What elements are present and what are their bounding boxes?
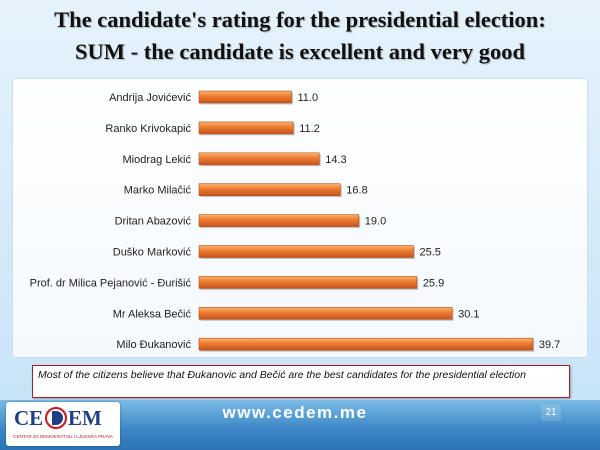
bar-andrija-jovicevic — [198, 90, 292, 104]
bar-dusko-markovic — [198, 245, 414, 258]
category-label-mr-aleksa-becic: Mr Aleksa Bečić — [113, 308, 192, 320]
category-label-andrija-jovicevic: Andrija Jovićević — [109, 92, 191, 104]
logo-text-right: EM — [68, 406, 102, 430]
bar-miodrag-lekic — [198, 152, 320, 166]
data-label-ranko-krivokapic: 11.2 — [299, 123, 320, 135]
bar-prof-dr-milica-pejanovic-durisic — [198, 276, 418, 289]
bar-mr-aleksa-becic — [198, 307, 453, 320]
data-label-dusko-markovic: 25.5 — [419, 247, 440, 259]
page-number: 21 — [541, 405, 561, 421]
data-label-prof-dr-milica-pejanovic-durisic: 25.9 — [423, 277, 444, 289]
data-label-milo-dukanovic: 39.7 — [539, 339, 560, 351]
conclusion-note: Most of the citizens believe that Đukano… — [32, 365, 570, 398]
category-label-ranko-krivokapic: Ranko Krivokapić — [105, 123, 191, 135]
category-label-prof-dr-milica-pejanovic-durisic: Prof. dr Milica Pejanović - Đurišić — [30, 277, 192, 289]
footer-band: CE EM CENTAR ZA DEMOKRATIJU I LJUDSKA PR… — [0, 400, 600, 450]
logo-tagline: CENTAR ZA DEMOKRATIJU I LJUDSKA PRAVA — [13, 434, 113, 439]
slide-title-line-2: SUM - the candidate is excellent and ver… — [75, 39, 525, 64]
category-label-marko-milacic: Marko Milačić — [124, 185, 192, 197]
logo-text-left: CE — [14, 406, 44, 430]
category-label-dritan-abazovic: Dritan Abazović — [115, 216, 192, 228]
data-label-mr-aleksa-becic: 30.1 — [458, 308, 479, 320]
data-label-miodrag-lekic: 14.3 — [325, 154, 346, 166]
bar-chart: Andrija Jovićević 11.0 Ranko Krivokapić 11.… — [30, 90, 560, 352]
slide-title-line-1: The candidate's rating for the president… — [54, 7, 546, 32]
data-label-marko-milacic: 16.8 — [346, 185, 367, 197]
data-label-dritan-abazovic: 19.0 — [365, 216, 386, 228]
logo-emblem-icon — [44, 406, 68, 430]
category-label-miodrag-lekic: Miodrag Lekić — [123, 154, 192, 166]
bar-milo-dukanovic — [198, 337, 534, 351]
website-link[interactable]: www.cedem.me — [222, 403, 368, 422]
bar-marko-milacic — [198, 183, 341, 196]
bar-dritan-abazovic — [198, 214, 360, 227]
slide-title: The candidate's rating for the president… — [0, 4, 600, 68]
cedem-logo: CE EM CENTAR ZA DEMOKRATIJU I LJUDSKA PR… — [6, 402, 120, 446]
category-label-milo-dukanovic: Milo Đukanović — [116, 339, 191, 351]
chart-panel: Andrija Jovićević 11.0 Ranko Krivokapić 11.… — [12, 78, 588, 358]
bar-ranko-krivokapic — [198, 121, 294, 135]
data-label-andrija-jovicevic: 11.0 — [298, 92, 319, 104]
category-label-dusko-markovic: Duško Marković — [113, 247, 192, 259]
